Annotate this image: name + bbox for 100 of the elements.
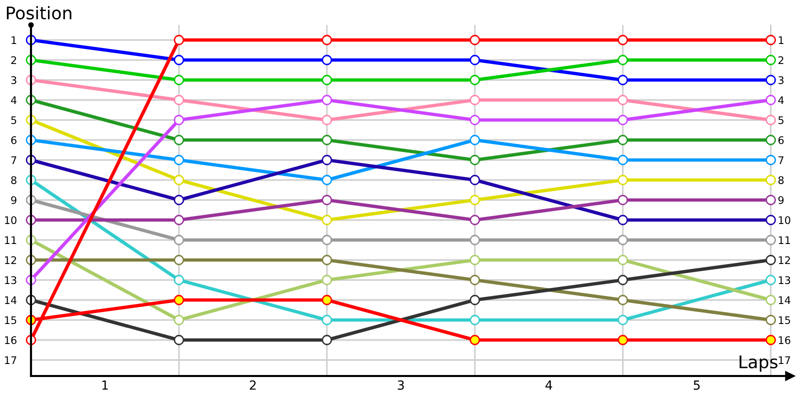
point <box>174 274 184 286</box>
point <box>174 174 184 186</box>
point <box>618 234 628 246</box>
y2-tick-label: 15 <box>778 316 790 324</box>
point <box>470 134 480 146</box>
point <box>322 274 332 286</box>
y2-tick-label: 8 <box>778 176 784 184</box>
point <box>470 234 480 246</box>
point <box>470 34 480 46</box>
point <box>322 334 332 346</box>
y-tick-label: 9 <box>11 196 16 204</box>
point <box>322 94 332 106</box>
point <box>470 254 480 266</box>
point <box>766 154 776 166</box>
y2-tick-label: 14 <box>778 296 790 304</box>
point <box>322 134 332 146</box>
point <box>174 314 184 326</box>
y2-tick-label: 7 <box>778 156 784 164</box>
point <box>174 194 184 206</box>
point <box>618 114 628 126</box>
point <box>174 334 184 346</box>
y-tick-label: 12 <box>5 256 16 264</box>
point <box>766 294 776 306</box>
point <box>470 174 480 186</box>
point <box>618 34 628 46</box>
point <box>470 214 480 226</box>
x-tick-label: 3 <box>398 380 404 390</box>
point <box>174 54 184 66</box>
point <box>174 214 184 226</box>
y2-tick-label: 5 <box>778 116 784 124</box>
point <box>766 54 776 66</box>
point <box>618 154 628 166</box>
point <box>322 234 332 246</box>
point <box>322 214 332 226</box>
point <box>618 214 628 226</box>
point <box>322 154 332 166</box>
y-tick-label: 17 <box>5 356 16 364</box>
point <box>322 174 332 186</box>
y2-tick-label: 12 <box>778 256 790 264</box>
point <box>322 34 332 46</box>
y-tick-label: 3 <box>11 76 16 84</box>
y-tick-label: 14 <box>5 296 17 304</box>
y-tick-label: 10 <box>5 216 16 224</box>
point <box>618 174 628 186</box>
point <box>766 114 776 126</box>
x-tick-label: 5 <box>694 380 700 390</box>
point <box>174 234 184 246</box>
point <box>174 34 184 46</box>
point <box>618 94 628 106</box>
point <box>470 194 480 206</box>
y-tick-label: 15 <box>5 316 16 324</box>
point <box>766 254 776 266</box>
point <box>618 294 628 306</box>
point <box>322 314 332 326</box>
y2-tick-label: 13 <box>778 276 790 284</box>
y-axis-title: Position <box>6 6 72 20</box>
y-tick-label: 7 <box>11 156 16 164</box>
point <box>470 114 480 126</box>
y2-tick-label: 9 <box>778 196 784 204</box>
y-tick-label: 11 <box>5 236 16 244</box>
point <box>766 94 776 106</box>
point <box>470 94 480 106</box>
x-axis-title: Laps <box>740 356 778 372</box>
y-tick-label: 6 <box>11 136 16 144</box>
point <box>470 54 480 66</box>
x-tick-label: 4 <box>545 380 552 390</box>
point <box>766 34 776 46</box>
y2-tick-label: 6 <box>778 136 784 144</box>
x-tick-label: 2 <box>250 380 256 390</box>
point <box>618 54 628 66</box>
point <box>618 74 628 86</box>
point <box>618 134 628 146</box>
y-tick-label: 1 <box>12 36 16 44</box>
point <box>174 134 184 146</box>
point <box>618 254 628 266</box>
point <box>174 154 184 166</box>
y-tick-label: 16 <box>5 336 16 344</box>
point <box>766 214 776 226</box>
y2-tick-label: 17 <box>778 356 790 364</box>
y2-tick-label: 10 <box>778 216 790 224</box>
y-tick-label: 2 <box>11 56 16 64</box>
point <box>322 74 332 86</box>
point <box>618 194 628 206</box>
y2-tick-label: 16 <box>778 336 790 344</box>
point <box>174 74 184 86</box>
point <box>766 234 776 246</box>
y2-tick-label: 11 <box>778 236 790 244</box>
point <box>470 274 480 286</box>
point <box>174 254 184 266</box>
x-tick-label: 1 <box>102 380 108 390</box>
point <box>470 74 480 86</box>
y-tick-label: 13 <box>5 276 16 284</box>
point <box>322 114 332 126</box>
point <box>766 274 776 286</box>
y-tick-label: 8 <box>11 176 16 184</box>
y-tick-label: 4 <box>10 96 17 104</box>
point <box>766 314 776 326</box>
point <box>470 314 480 326</box>
y-tick-label: 5 <box>11 116 16 124</box>
point <box>766 174 776 186</box>
